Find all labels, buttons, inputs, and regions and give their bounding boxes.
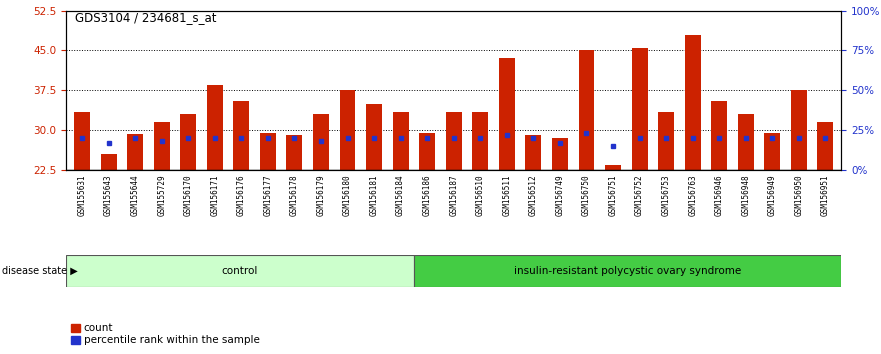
Text: GSM156750: GSM156750 bbox=[582, 174, 591, 216]
Bar bbox=[579, 50, 595, 170]
Bar bbox=[339, 90, 355, 170]
Text: GSM156179: GSM156179 bbox=[316, 174, 325, 216]
Text: GSM156951: GSM156951 bbox=[821, 174, 830, 216]
Bar bbox=[233, 101, 249, 170]
Bar bbox=[181, 114, 196, 170]
Bar bbox=[66, 255, 413, 287]
Text: GSM156510: GSM156510 bbox=[476, 174, 485, 216]
Bar bbox=[765, 133, 781, 170]
Bar bbox=[153, 122, 170, 170]
Text: GSM156178: GSM156178 bbox=[290, 174, 299, 216]
Text: disease state ▶: disease state ▶ bbox=[2, 266, 78, 276]
Text: GSM156180: GSM156180 bbox=[343, 174, 352, 216]
Text: GSM155631: GSM155631 bbox=[78, 174, 86, 216]
Bar bbox=[552, 138, 568, 170]
Text: GSM155643: GSM155643 bbox=[104, 174, 113, 216]
Bar bbox=[737, 114, 754, 170]
Bar bbox=[419, 133, 435, 170]
Bar bbox=[525, 135, 541, 170]
Text: GDS3104 / 234681_s_at: GDS3104 / 234681_s_at bbox=[75, 11, 217, 24]
Bar bbox=[127, 134, 143, 170]
Bar bbox=[711, 101, 727, 170]
Bar bbox=[605, 165, 621, 170]
Text: GSM156950: GSM156950 bbox=[795, 174, 803, 216]
Bar bbox=[685, 34, 700, 170]
Text: GSM156176: GSM156176 bbox=[237, 174, 246, 216]
Text: GSM155644: GSM155644 bbox=[130, 174, 139, 216]
Bar bbox=[791, 90, 807, 170]
Text: GSM156948: GSM156948 bbox=[741, 174, 751, 216]
Bar bbox=[260, 133, 276, 170]
Text: GSM156184: GSM156184 bbox=[396, 174, 405, 216]
Bar bbox=[472, 112, 488, 170]
Bar bbox=[74, 112, 90, 170]
Text: GSM156170: GSM156170 bbox=[184, 174, 193, 216]
Bar bbox=[818, 122, 833, 170]
Text: GSM156749: GSM156749 bbox=[555, 174, 565, 216]
Bar bbox=[313, 114, 329, 170]
Bar bbox=[393, 112, 409, 170]
Text: GSM156187: GSM156187 bbox=[449, 174, 458, 216]
Bar bbox=[100, 154, 116, 170]
Text: control: control bbox=[222, 266, 258, 276]
Text: GSM156753: GSM156753 bbox=[662, 174, 670, 216]
Legend: count, percentile rank within the sample: count, percentile rank within the sample bbox=[71, 323, 260, 345]
Bar bbox=[207, 85, 223, 170]
Text: GSM156181: GSM156181 bbox=[369, 174, 379, 216]
Text: GSM156763: GSM156763 bbox=[688, 174, 697, 216]
Bar bbox=[632, 48, 648, 170]
Text: GSM156752: GSM156752 bbox=[635, 174, 644, 216]
Text: GSM155729: GSM155729 bbox=[157, 174, 167, 216]
Text: GSM156511: GSM156511 bbox=[502, 174, 511, 216]
Bar bbox=[366, 103, 382, 170]
Text: GSM156949: GSM156949 bbox=[768, 174, 777, 216]
Text: GSM156512: GSM156512 bbox=[529, 174, 538, 216]
Bar bbox=[446, 112, 462, 170]
Bar bbox=[499, 58, 515, 170]
Text: GSM156171: GSM156171 bbox=[211, 174, 219, 216]
Text: GSM156186: GSM156186 bbox=[423, 174, 432, 216]
Text: GSM156177: GSM156177 bbox=[263, 174, 272, 216]
Text: GSM156946: GSM156946 bbox=[714, 174, 723, 216]
Text: GSM156751: GSM156751 bbox=[609, 174, 618, 216]
Bar bbox=[658, 112, 674, 170]
Bar bbox=[413, 255, 841, 287]
Text: insulin-resistant polycystic ovary syndrome: insulin-resistant polycystic ovary syndr… bbox=[514, 266, 741, 276]
Bar bbox=[286, 135, 302, 170]
